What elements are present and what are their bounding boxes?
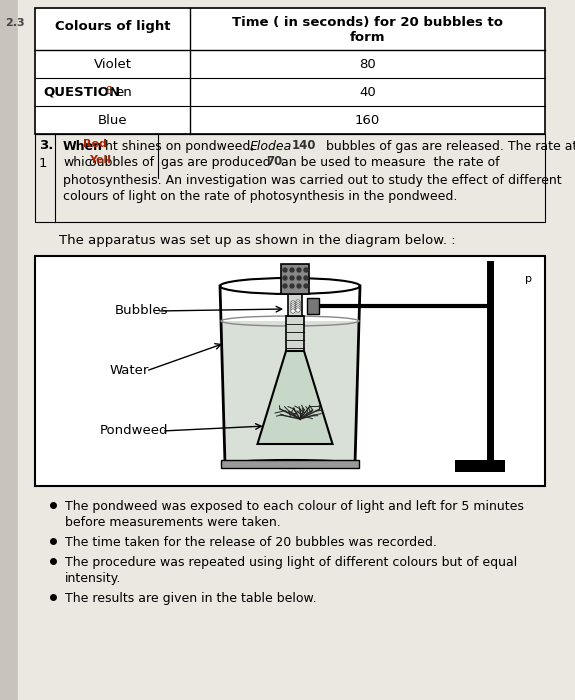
Circle shape xyxy=(297,276,301,280)
Bar xyxy=(35,256,545,486)
Circle shape xyxy=(296,302,300,306)
Circle shape xyxy=(291,309,295,313)
Circle shape xyxy=(290,268,294,272)
Text: Elodea: Elodea xyxy=(250,140,292,153)
Text: intensity.: intensity. xyxy=(65,572,121,585)
Text: Red: Red xyxy=(83,139,107,149)
Circle shape xyxy=(296,304,300,308)
Text: 3.: 3. xyxy=(39,139,53,152)
Text: 160: 160 xyxy=(355,113,380,127)
Text: p: p xyxy=(525,274,532,284)
Circle shape xyxy=(304,276,308,280)
Circle shape xyxy=(296,306,300,310)
Text: oubbles of: oubbles of xyxy=(89,156,158,169)
Text: Pondweed: Pondweed xyxy=(100,424,168,438)
Text: The apparatus was set up as shown in the diagram below. :: The apparatus was set up as shown in the… xyxy=(59,234,455,247)
Circle shape xyxy=(291,304,295,309)
Circle shape xyxy=(290,276,294,280)
Circle shape xyxy=(304,268,308,272)
Text: 1: 1 xyxy=(39,157,48,170)
Text: Violet: Violet xyxy=(94,57,132,71)
Circle shape xyxy=(297,268,301,272)
Circle shape xyxy=(291,303,295,307)
Text: ht shines on pondweed,: ht shines on pondweed, xyxy=(105,140,258,153)
Text: 70: 70 xyxy=(266,155,282,168)
Circle shape xyxy=(291,301,295,305)
Text: The time taken for the release of 20 bubbles was recorded.: The time taken for the release of 20 bub… xyxy=(65,536,437,549)
Circle shape xyxy=(296,300,300,304)
Circle shape xyxy=(283,276,287,280)
Ellipse shape xyxy=(225,460,355,468)
Circle shape xyxy=(297,284,301,288)
Text: Water: Water xyxy=(110,365,150,377)
Circle shape xyxy=(290,284,294,288)
Text: 140: 140 xyxy=(292,139,316,152)
Text: The results are given in the table below.: The results are given in the table below… xyxy=(65,592,317,605)
Circle shape xyxy=(283,284,287,288)
Bar xyxy=(35,134,545,222)
Text: 40: 40 xyxy=(359,85,376,99)
Bar xyxy=(307,298,319,314)
Text: Time ( in seconds) for 20 bubbles to
form: Time ( in seconds) for 20 bubbles to for… xyxy=(232,16,503,44)
Text: bubbles of gas are released. The rate at: bubbles of gas are released. The rate at xyxy=(326,140,575,153)
Polygon shape xyxy=(220,321,360,464)
Text: 8: 8 xyxy=(105,86,112,96)
Text: QUESTION: QUESTION xyxy=(43,85,120,99)
Text: When: When xyxy=(63,140,103,153)
Text: 2.3: 2.3 xyxy=(5,18,25,28)
Text: colours of light on the rate of photosynthesis in the pondweed.: colours of light on the rate of photosyn… xyxy=(63,190,457,203)
Text: 80: 80 xyxy=(359,57,376,71)
Text: en: en xyxy=(115,85,132,99)
Circle shape xyxy=(304,284,308,288)
Circle shape xyxy=(291,307,295,312)
Bar xyxy=(221,460,359,468)
Bar xyxy=(455,460,505,472)
Polygon shape xyxy=(258,351,332,444)
Text: Yell: Yell xyxy=(89,155,111,165)
Circle shape xyxy=(296,308,300,312)
Text: gas are produced: gas are produced xyxy=(161,156,275,169)
Circle shape xyxy=(283,268,287,272)
Text: whic: whic xyxy=(63,156,91,169)
Bar xyxy=(286,316,304,351)
Text: photosynthesis. An investigation was carried out to study the effect of differen: photosynthesis. An investigation was car… xyxy=(63,174,562,187)
Text: Blue: Blue xyxy=(98,113,127,127)
Bar xyxy=(35,8,545,134)
Text: The pondweed was exposed to each colour of light and left for 5 minutes: The pondweed was exposed to each colour … xyxy=(65,500,524,513)
Text: The procedure was repeated using light of different colours but of equal: The procedure was repeated using light o… xyxy=(65,556,518,569)
Bar xyxy=(281,264,309,294)
Text: Colours of light: Colours of light xyxy=(55,20,170,33)
Text: an be used to measure  the rate of: an be used to measure the rate of xyxy=(281,156,500,169)
Bar xyxy=(288,294,302,316)
Text: Bubbles: Bubbles xyxy=(115,304,168,318)
Text: before measurements were taken.: before measurements were taken. xyxy=(65,516,281,529)
